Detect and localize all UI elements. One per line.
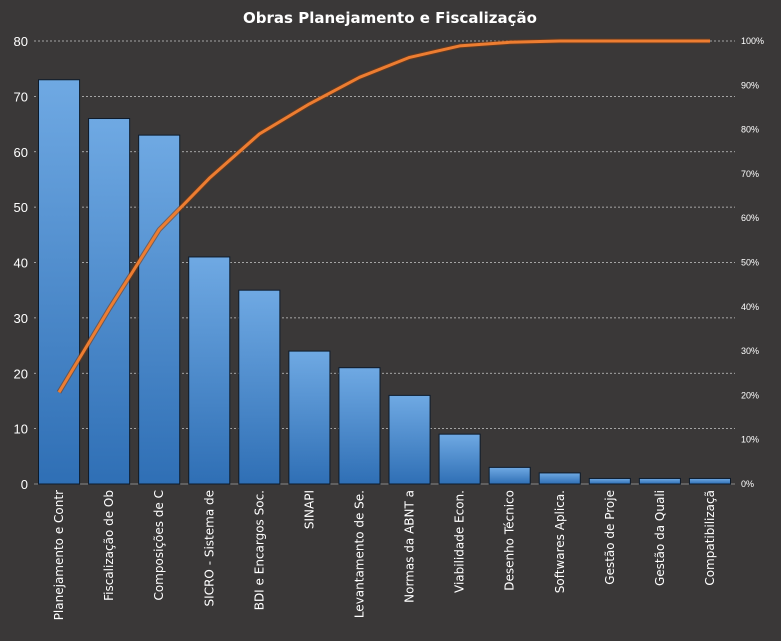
bar	[88, 118, 131, 485]
x-tick-label: Planejamento e Contr	[52, 490, 66, 620]
y-tick-label-right: 100%	[741, 36, 764, 46]
y-axis-right: 0% 10% 20% 30% 40% 50% 60% 70% 80% 90% 100%	[741, 36, 764, 489]
y-tick-label-right: 70%	[741, 169, 759, 179]
bar	[688, 477, 731, 485]
x-tick-label: Gestão de Proje	[603, 490, 617, 585]
y-tick-label-left: 20	[14, 366, 28, 381]
bar	[438, 433, 481, 485]
bar	[188, 256, 231, 485]
bar	[38, 79, 81, 485]
y-tick-label-right: 80%	[741, 125, 759, 135]
y-tick-label-left: 10	[14, 422, 28, 437]
y-tick-label-left: 40	[14, 256, 28, 271]
y-tick-label-right: 50%	[741, 258, 759, 268]
y-tick-label-right: 40%	[741, 302, 759, 312]
bar	[338, 367, 381, 485]
x-tick-label: Desenho Técnico	[503, 490, 517, 591]
bar-series	[38, 79, 731, 485]
y-tick-label-right: 0%	[741, 479, 754, 489]
x-tick-label: Viabilidade Econ.	[453, 490, 467, 593]
x-tick-label: SICRO - Sistema de	[202, 490, 216, 606]
y-tick-label-left: 0	[21, 477, 28, 492]
x-tick-label: BDI e Encargos Soc.	[252, 490, 266, 610]
bar	[138, 134, 181, 485]
y-tick-label-left: 50	[14, 200, 28, 215]
cumulative-line	[57, 39, 710, 394]
bar	[238, 289, 281, 485]
x-tick-label: Softwares Aplica.	[553, 490, 567, 593]
x-tick-label: Composições de C	[152, 490, 166, 601]
y-tick-label-left: 60	[14, 145, 28, 160]
bar	[538, 472, 581, 485]
x-tick-label: Compatibilizaçã	[703, 490, 717, 586]
x-tick-label: Normas da ABNT a	[403, 490, 417, 603]
x-tick-label: Levantamento de Se.	[352, 490, 366, 618]
y-tick-label-left: 80	[14, 34, 28, 49]
x-tick-label: Fiscalização de Ob	[102, 490, 116, 601]
y-tick-label-right: 20%	[741, 390, 759, 400]
y-tick-label-right: 60%	[741, 213, 759, 223]
bar	[488, 466, 531, 485]
y-tick-label-left: 30	[14, 311, 28, 326]
cumulative-line-series	[56, 38, 710, 394]
bar	[288, 350, 331, 485]
y-tick-label-left: 70	[14, 89, 28, 104]
y-tick-label-right: 90%	[741, 80, 759, 90]
chart-title: Obras Planejamento e Fiscalização	[243, 9, 537, 27]
x-axis: Planejamento e Contr Fiscalização de Ob Co…	[52, 490, 717, 620]
x-tick-label: Gestão da Quali	[653, 490, 667, 586]
x-tick-label: SINAPI	[302, 490, 316, 529]
y-tick-label-right: 10%	[741, 435, 759, 445]
bar	[638, 477, 681, 485]
bar	[588, 477, 631, 485]
y-tick-label-right: 30%	[741, 346, 759, 356]
bar	[388, 394, 431, 485]
y-axis-left: 0 10 20 30 40 50 60 70 80	[14, 34, 28, 492]
